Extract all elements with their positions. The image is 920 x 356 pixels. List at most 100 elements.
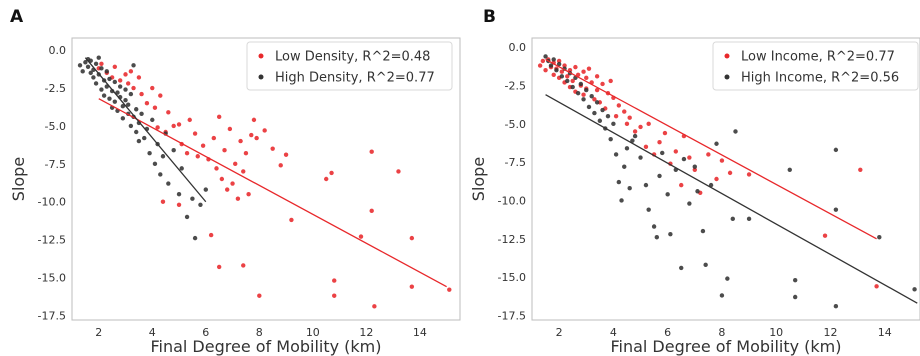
scatter-point — [570, 78, 575, 84]
scatter-point — [203, 187, 208, 192]
scatter-point — [687, 201, 692, 206]
scatter-point — [622, 164, 627, 169]
scatter-point — [638, 124, 643, 130]
scatter-point — [559, 74, 565, 79]
scatter-point — [660, 150, 665, 156]
scatter-point — [551, 72, 556, 77]
y-tick-label: -12.5 — [38, 234, 66, 247]
scatter-point — [703, 262, 708, 268]
scatter-point — [622, 109, 627, 114]
panel-label: A — [10, 7, 24, 27]
legend-box — [246, 41, 453, 91]
scatter-point — [222, 147, 227, 153]
scatter-point — [616, 179, 622, 185]
scatter-point — [396, 169, 401, 174]
scatter-point — [714, 141, 719, 146]
scatter-point — [695, 189, 700, 194]
scatter-point — [619, 198, 624, 203]
scatter-point — [654, 235, 660, 240]
scatter-point — [176, 202, 182, 207]
scatter-point — [184, 214, 190, 220]
scatter-point — [107, 76, 112, 82]
fit-line-0 — [98, 98, 447, 288]
scatter-point — [570, 84, 575, 90]
scatter-point — [225, 187, 230, 192]
scatter-point — [657, 140, 662, 145]
x-tick-label: 4 — [610, 326, 617, 339]
scatter-point — [152, 161, 158, 167]
scatter-point — [99, 66, 104, 71]
scatter-point — [192, 131, 198, 136]
scatter-point — [176, 122, 182, 127]
scatter-point — [592, 110, 597, 116]
scatter-point — [673, 149, 679, 154]
legend-marker — [724, 74, 730, 80]
scatter-point — [190, 196, 195, 201]
scatter-point — [746, 172, 752, 177]
plot-frame — [531, 37, 920, 321]
y-tick-label: -2.5 — [505, 80, 526, 93]
scatter-point — [125, 102, 131, 107]
scatter-point — [725, 276, 730, 281]
scatter-point — [551, 57, 556, 62]
scatter-point — [554, 67, 559, 73]
scatter-point — [80, 69, 85, 74]
scatter-point — [158, 172, 163, 177]
scatter-point — [83, 60, 88, 65]
scatter-point — [372, 304, 377, 309]
scatter-point — [409, 235, 415, 241]
scatter-point — [792, 277, 798, 283]
scatter-point — [668, 231, 673, 237]
scatter-point — [117, 84, 123, 89]
legend-marker — [724, 53, 730, 59]
scatter-point — [131, 63, 136, 68]
scatter-point — [543, 67, 548, 73]
scatter-point — [632, 133, 638, 139]
scatter-point — [611, 121, 616, 127]
y-tick-label: -12.5 — [498, 233, 526, 246]
scatter-point — [139, 91, 144, 97]
x-tick-label: 6 — [202, 326, 209, 339]
scatter-point — [581, 69, 586, 74]
scatter-point — [575, 90, 581, 96]
scatter-point — [262, 128, 267, 133]
scatter-point — [565, 74, 570, 79]
scatter-point — [257, 293, 262, 298]
scatter-point — [131, 85, 136, 91]
y-tick-label: -2.5 — [45, 82, 66, 95]
scatter-point — [123, 72, 128, 77]
scatter-point — [877, 235, 882, 240]
scatter-point — [93, 81, 99, 86]
scatter-point — [358, 234, 364, 239]
scatter-point — [589, 94, 594, 99]
scatter-point — [241, 263, 246, 268]
x-tick-label: 4 — [149, 326, 156, 339]
scatter-point — [719, 293, 725, 298]
scatter-point — [613, 152, 619, 157]
scatter-point — [833, 207, 839, 212]
scatter-point — [605, 113, 611, 119]
scatter-point — [150, 85, 155, 91]
scatter-point — [227, 126, 233, 132]
scatter-point — [651, 224, 657, 229]
x-tick-label: 12 — [823, 326, 837, 339]
scatter-point — [104, 69, 109, 74]
scatter-point — [632, 129, 638, 134]
scatter-point — [573, 64, 578, 70]
scatter-point — [88, 70, 93, 76]
scatter-point — [329, 170, 334, 176]
scatter-point — [99, 61, 104, 66]
scatter-point — [99, 87, 104, 92]
x-tick-label: 14 — [878, 326, 892, 339]
scatter-point — [548, 63, 554, 68]
scatter-point — [107, 96, 112, 101]
scatter-point — [246, 191, 251, 197]
scatter-point — [581, 92, 586, 97]
plot-area — [77, 55, 452, 309]
fit-line-1 — [84, 57, 207, 203]
scatter-point — [627, 185, 632, 191]
panel-label: B — [483, 7, 496, 27]
fit-line-1 — [545, 94, 918, 304]
scatter-point — [369, 149, 374, 154]
series-0 — [537, 57, 879, 289]
